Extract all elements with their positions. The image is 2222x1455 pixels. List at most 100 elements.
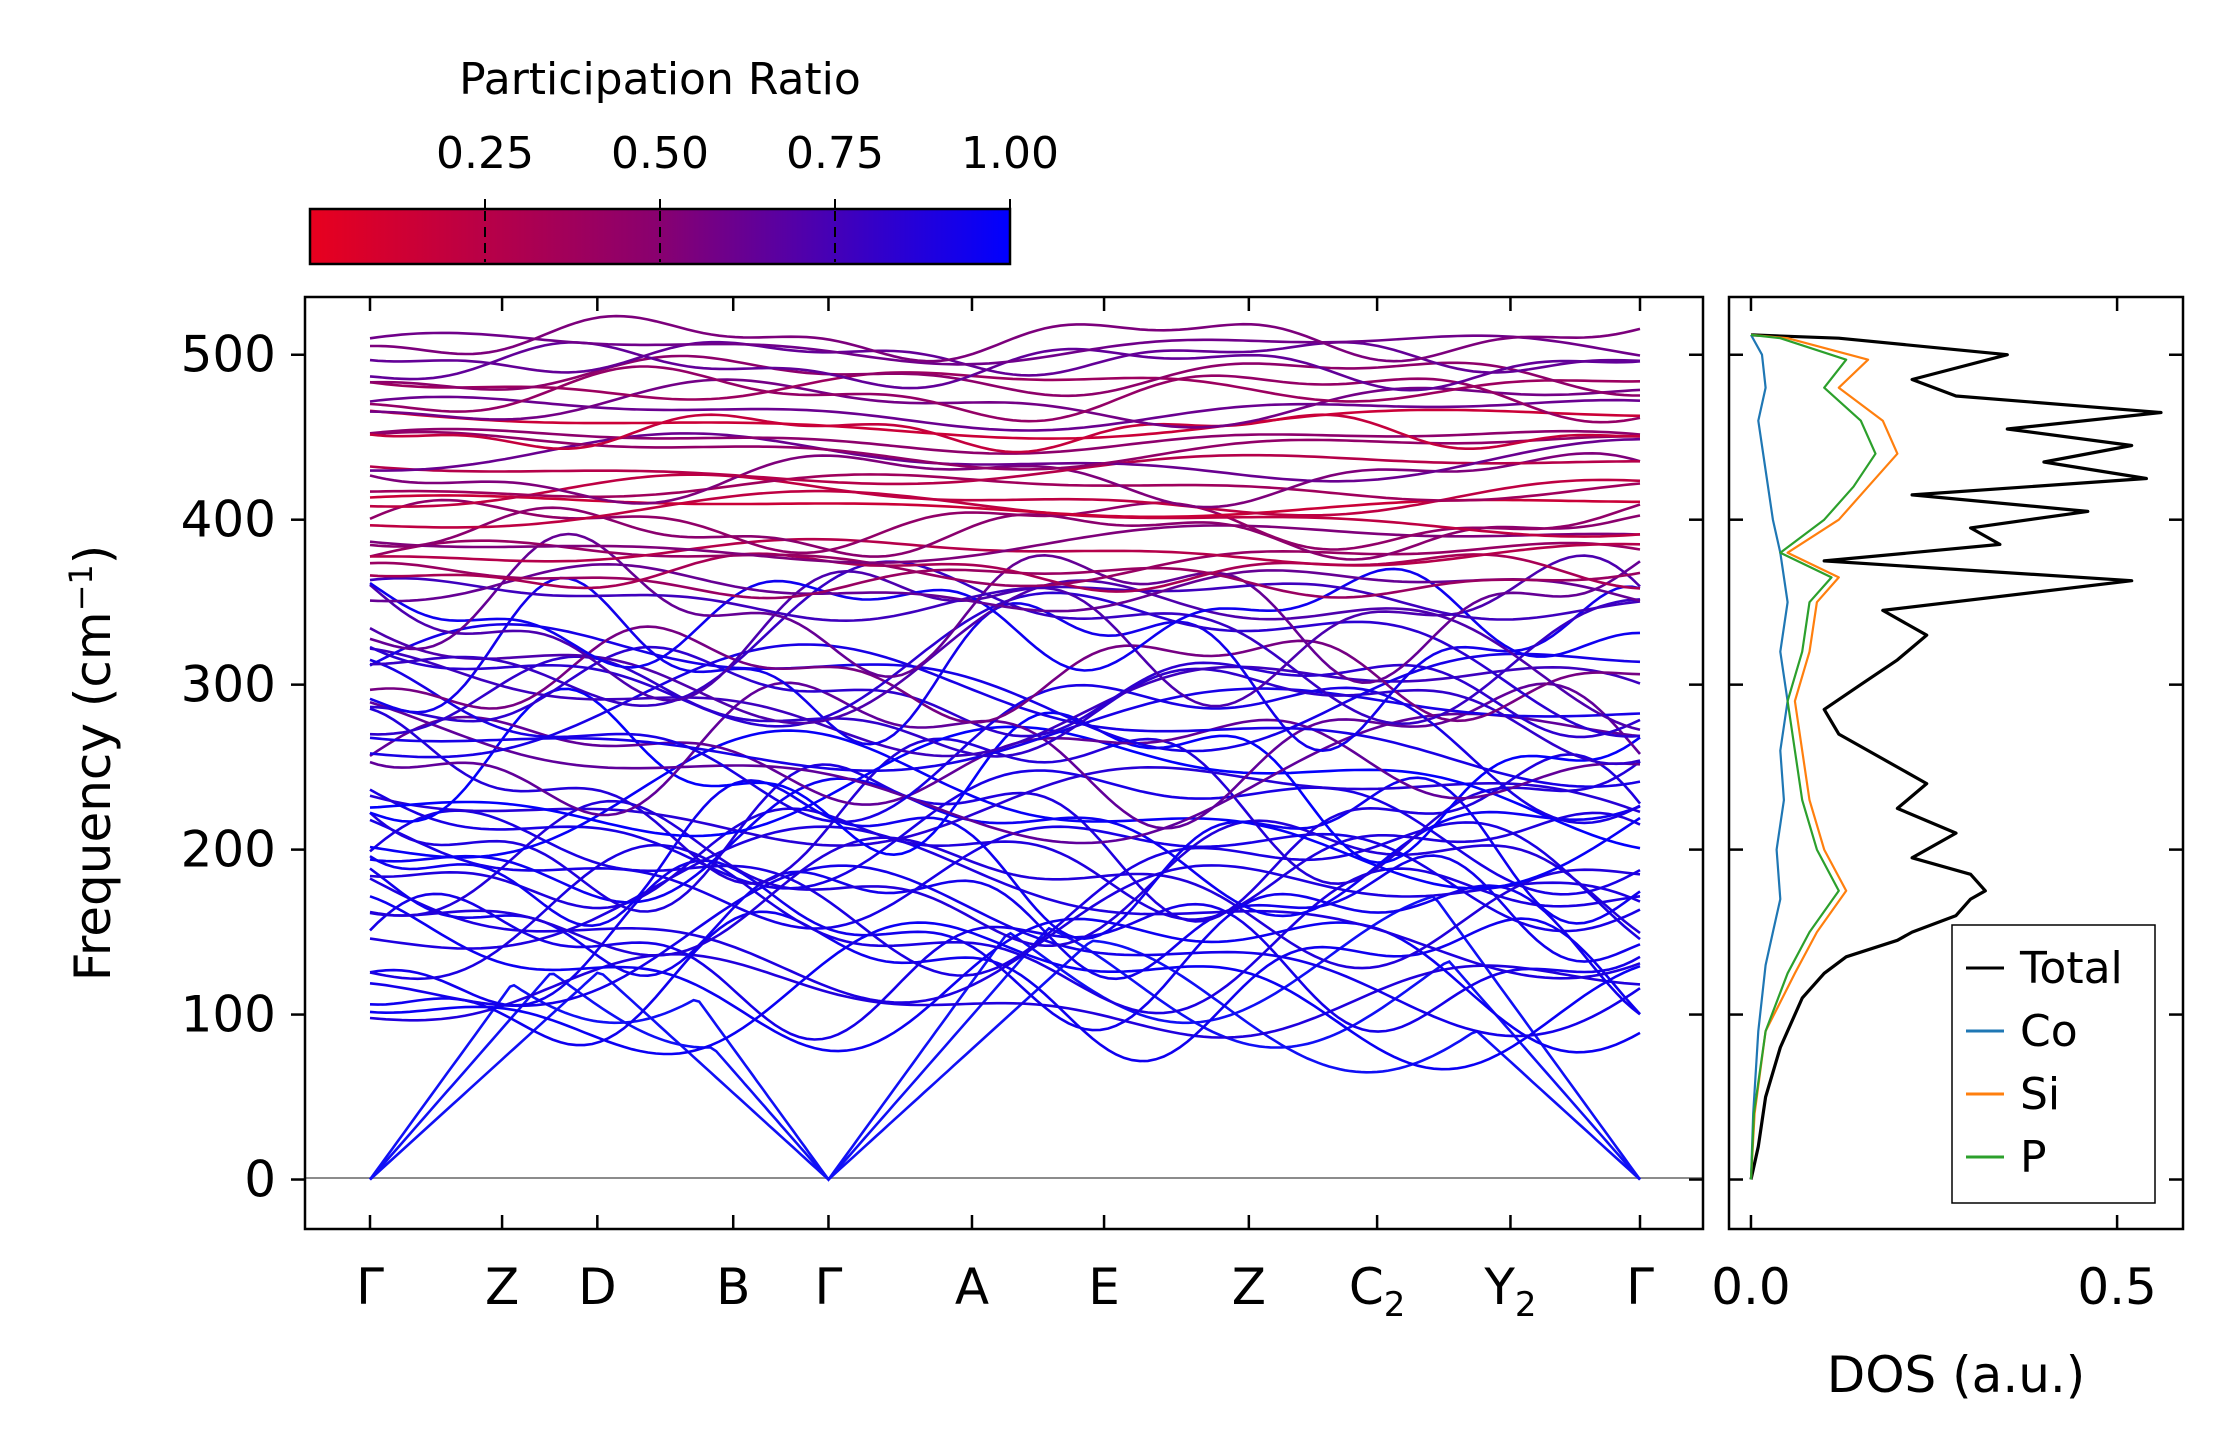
band-k-ticks: Γ Z D B Γ A E Z C2 Y2 Γ (356, 297, 1654, 1325)
optical-branch (369, 453, 1640, 486)
optical-branch (369, 427, 1641, 455)
colorbar-tick-label: 1.00 (961, 128, 1059, 179)
optical-branch (369, 354, 1640, 398)
dos-y-ticks (1729, 353, 2183, 1181)
y-tick-label: 200 (181, 821, 276, 879)
acoustic-branch (368, 895, 1642, 1182)
optical-branch (369, 769, 1641, 896)
dos-legend: Total Co Si P (1951, 924, 2156, 1204)
legend-label-co: Co (2020, 1006, 2078, 1057)
k-point-label: Z (1232, 1258, 1266, 1316)
y-tick-label: 0 (244, 1151, 276, 1209)
optical-branch (369, 895, 1641, 1054)
optical-branch (369, 807, 1641, 921)
optical-branch (369, 554, 1641, 708)
optical-branch (369, 687, 1641, 772)
band-structure-panel: 0 100 200 300 400 500 Γ Z D B Γ A E Z C2 Y2 Γ Frequency… (62, 295, 1705, 1325)
dos-plot-frame (1727, 295, 2185, 1231)
optical-branch (369, 753, 1642, 923)
band-plot-frame (303, 295, 1705, 1231)
k-point-label: A (955, 1258, 989, 1316)
optical-branch (369, 473, 1641, 517)
k-point-label: Γ (815, 1258, 843, 1316)
optical-branch (369, 625, 1641, 724)
dos-line-si (1749, 333, 1899, 1180)
optical-branch (369, 765, 1641, 847)
optical-branch (370, 432, 1641, 483)
optical-branch (369, 953, 1641, 1039)
optical-branch (369, 864, 1641, 1038)
colorbar-ticks: 0.25 0.50 0.75 1.00 (436, 128, 1059, 262)
optical-branch (369, 687, 1641, 864)
dos-line-total (1749, 333, 2163, 1180)
band-y-ticks: 0 100 200 300 400 500 (181, 326, 1703, 1209)
optical-branch (369, 859, 1641, 1032)
acoustic-branch (369, 939, 1641, 1182)
k-point-label: C2 (1349, 1258, 1406, 1325)
optical-branch (369, 365, 1641, 424)
optical-branch (369, 506, 1641, 561)
optical-branch (369, 725, 1641, 850)
y-tick-label: 400 (181, 491, 276, 549)
dos-line-co (1749, 334, 1789, 1180)
optical-branch (369, 473, 1641, 502)
optical-branch (369, 647, 1641, 758)
optical-branch (369, 395, 1641, 432)
optical-branch (369, 681, 1641, 830)
phonon-bands (368, 314, 1642, 1182)
optical-branch (369, 561, 1641, 600)
optical-branch (369, 413, 1641, 454)
optical-branch (369, 331, 1641, 366)
k-point-label: Y2 (1483, 1258, 1536, 1325)
k-point-label: E (1088, 1258, 1120, 1316)
k-point-label: Z (485, 1258, 519, 1316)
optical-branch (369, 340, 1641, 377)
k-point-label: Γ (1626, 1258, 1654, 1316)
optical-branch (369, 524, 1641, 564)
y-tick-label: 100 (181, 986, 276, 1044)
y-tick-label: 500 (181, 326, 276, 384)
optical-branch (369, 489, 1641, 538)
dos-line-p (1749, 333, 1877, 1180)
optical-branch (369, 560, 1641, 726)
optical-branch (369, 643, 1641, 789)
y-axis-label: Frequency (cm−1) (62, 545, 122, 982)
optical-branch (369, 622, 1641, 753)
dos-x-ticks: 0.0 0.5 (1711, 297, 2157, 1316)
optical-branch (369, 552, 1641, 593)
optical-branch (369, 451, 1641, 509)
colorbar-title: Participation Ratio (459, 54, 861, 105)
colorbar-tick-label: 0.75 (786, 128, 884, 179)
dos-series (1749, 333, 2163, 1180)
optical-branch (370, 314, 1641, 363)
legend-label-total: Total (2019, 943, 2123, 994)
colorbar: Participation Ratio 0.25 0.50 0.75 1.00 (308, 54, 1059, 266)
optical-branch (369, 729, 1641, 890)
dos-x-tick-label: 0.5 (2077, 1258, 2157, 1316)
dos-panel: 0.0 0.5 DOS (a.u.) Total Co Si P (1711, 295, 2185, 1404)
optical-branch (369, 921, 1641, 1071)
optical-branch (369, 371, 1641, 403)
k-point-label: B (716, 1258, 750, 1316)
colorbar-tick-label: 0.25 (436, 128, 534, 179)
optical-branch (369, 776, 1641, 941)
k-point-label: Γ (356, 1258, 384, 1316)
optical-branch (369, 576, 1641, 623)
y-tick-label: 300 (181, 656, 276, 714)
colorbar-tick-label: 0.50 (611, 128, 709, 179)
dos-x-tick-label: 0.0 (1711, 1258, 1791, 1316)
optical-branch (369, 539, 1641, 588)
optical-branch (369, 576, 1641, 753)
optical-branch (369, 854, 1641, 981)
optical-branch (369, 799, 1641, 947)
optical-branch (369, 818, 1641, 933)
optical-branch (369, 408, 1641, 440)
legend-label-p: P (2020, 1132, 2047, 1183)
dos-x-axis-label: DOS (a.u.) (1827, 1346, 2086, 1404)
optical-branch (369, 864, 1641, 1004)
k-point-label: D (578, 1258, 617, 1316)
legend-label-si: Si (2020, 1069, 2060, 1120)
optical-branch (369, 562, 1641, 613)
optical-branch (369, 700, 1641, 845)
